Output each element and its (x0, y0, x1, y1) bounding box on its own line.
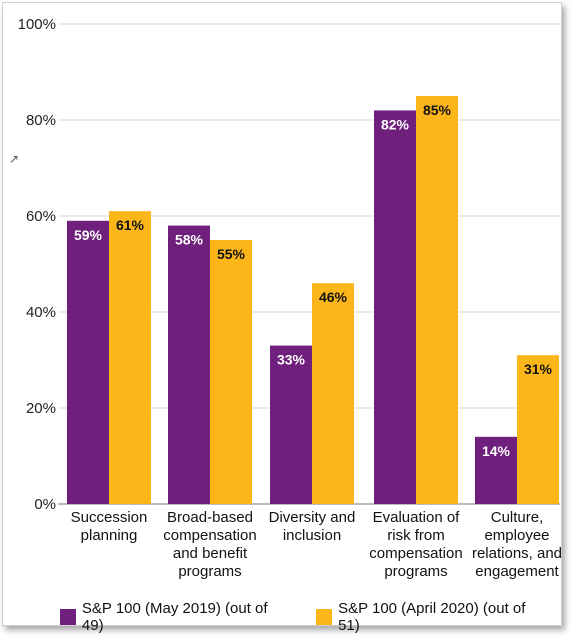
legend-label-series-2: S&P 100 (April 2020) (out of 51) (338, 600, 526, 634)
bar (517, 355, 559, 504)
y-tick-label: 20% (26, 400, 56, 417)
y-tick-label: 60% (26, 208, 56, 225)
legend-item-series-2: S&P 100 (April 2020) (out of 51) (316, 600, 550, 634)
legend-swatch-series-1 (60, 609, 76, 625)
category-label: programs (178, 563, 241, 580)
category-label: Evaluation of (373, 509, 461, 526)
data-label: 14% (482, 443, 511, 459)
bar (416, 96, 458, 504)
data-label: 55% (217, 246, 246, 262)
data-label: 46% (319, 289, 348, 305)
category-label: Broad-based (167, 509, 253, 526)
legend-swatch-series-2 (316, 609, 333, 625)
category-label: programs (384, 563, 447, 580)
legend-label-series-1: S&P 100 (May 2019) (out of 49) (81, 600, 268, 634)
bar (475, 436, 517, 504)
category-label: Culture, (491, 509, 544, 526)
category-label: Succession (71, 509, 148, 526)
category-label: and benefit (173, 545, 248, 562)
y-tick-label: 100% (18, 16, 56, 33)
data-label: 33% (277, 352, 306, 368)
category-label: relations, and (472, 545, 562, 562)
category-label: compensation (163, 527, 256, 544)
data-label: 59% (74, 227, 103, 243)
category-label: Diversity and (269, 509, 356, 526)
y-tick-label: 40% (26, 304, 56, 321)
legend: S&P 100 (May 2019) (out of 49) S&P 100 (… (60, 600, 574, 634)
bar (270, 345, 312, 504)
legend-item-series-1: S&P 100 (May 2019) (out of 49) (60, 600, 292, 634)
bar (109, 211, 151, 504)
category-label: employee (484, 527, 549, 544)
category-label: planning (81, 527, 138, 544)
bar (374, 110, 416, 505)
category-label: risk from (387, 527, 445, 544)
bar (67, 220, 109, 505)
data-label: 85% (423, 102, 452, 118)
data-label: 58% (175, 232, 204, 248)
data-label: 82% (381, 116, 410, 132)
bar (210, 240, 252, 504)
cursor-icon: ↗ (9, 152, 20, 166)
data-label: 61% (116, 217, 145, 233)
y-tick-label: 0% (34, 496, 56, 513)
category-label: compensation (369, 545, 462, 562)
y-tick-label: 80% (26, 112, 56, 129)
bar (168, 225, 210, 504)
category-label: inclusion (283, 527, 341, 544)
category-label: engagement (475, 563, 559, 580)
data-label: 31% (524, 361, 553, 377)
bar (312, 283, 354, 504)
